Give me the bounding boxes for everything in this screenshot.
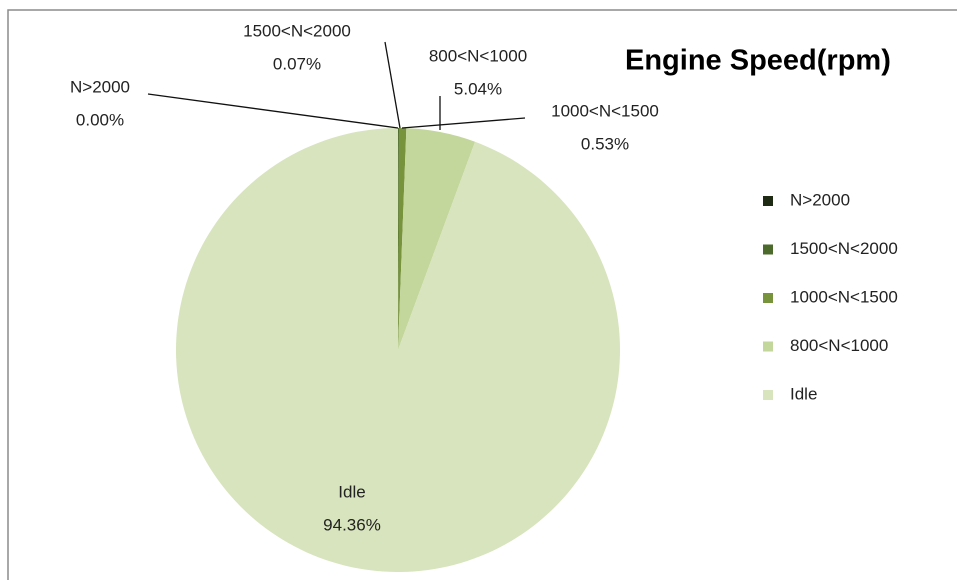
legend-label: Idle (790, 384, 817, 403)
data-label-name: N>2000 (70, 77, 130, 96)
legend-swatch (763, 390, 773, 400)
pie-slice (398, 128, 407, 350)
data-label-name: 800<N<1000 (429, 46, 527, 65)
data-label-name: 1000<N<1500 (551, 101, 659, 120)
data-label-value: 0.00% (76, 110, 124, 129)
pie-slice (398, 128, 476, 350)
legend-label: 1000<N<1500 (790, 287, 898, 306)
data-label-name: Idle (338, 482, 365, 501)
leader-line (147, 93, 399, 129)
chart-title: Engine Speed(rpm) (625, 45, 891, 77)
legend-swatch (763, 293, 773, 303)
legend-label: N>2000 (790, 190, 850, 209)
data-label-name: 1500<N<2000 (243, 21, 351, 40)
data-label-value: 0.07% (273, 54, 321, 73)
legend-swatch (763, 196, 773, 206)
pie-slice (175, 127, 620, 572)
legend-swatch (763, 244, 773, 255)
leader-line (384, 41, 401, 129)
legend-label: 1500<N<2000 (790, 239, 898, 258)
chart-border (7, 9, 957, 580)
pie-slice (398, 128, 399, 350)
leader-line (401, 117, 526, 129)
data-label-value: 5.04% (454, 79, 502, 98)
data-label-value: 94.36% (323, 515, 381, 534)
data-label-value: 0.53% (581, 134, 629, 153)
legend-label: 800<N<1000 (790, 336, 888, 355)
legend-swatch (763, 341, 773, 352)
